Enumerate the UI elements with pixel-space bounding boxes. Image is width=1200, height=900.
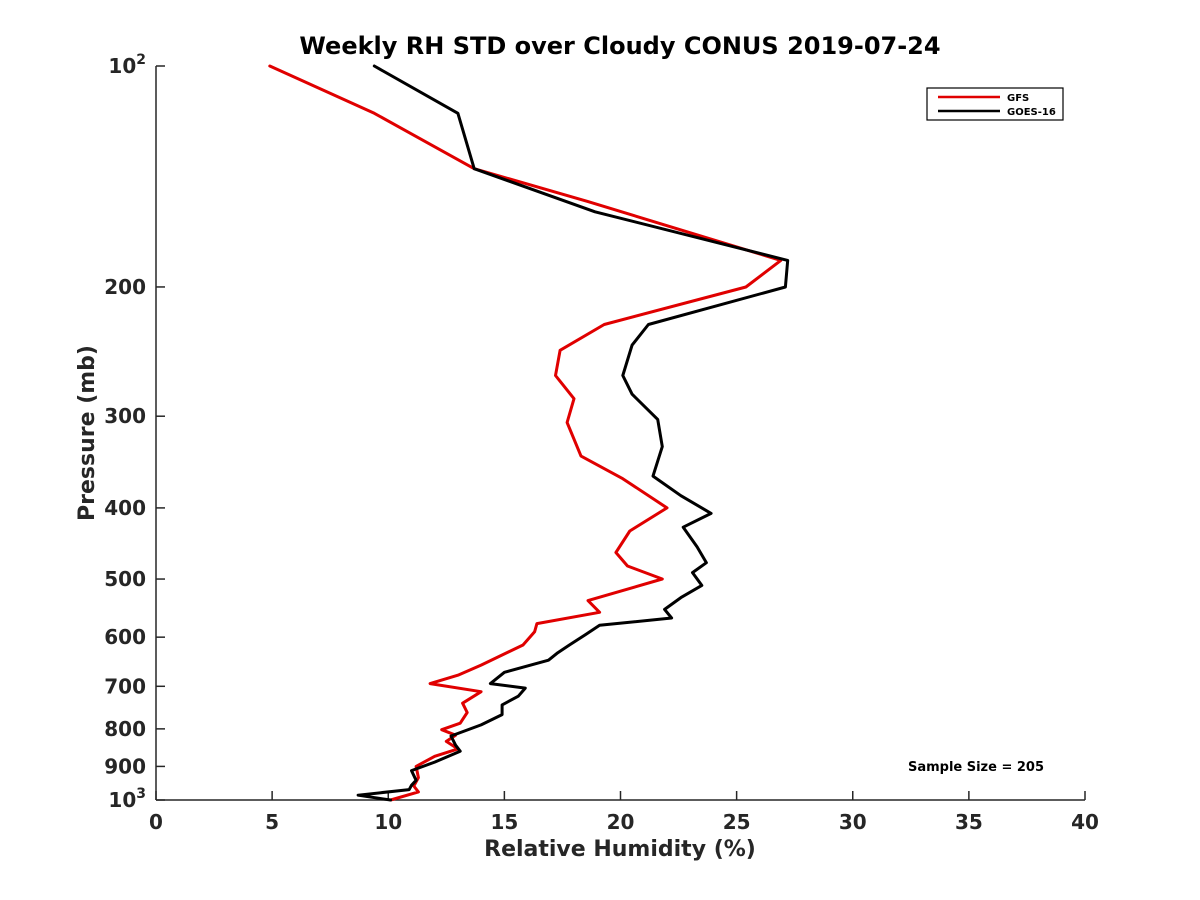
y-tick-label: 600 xyxy=(104,625,146,649)
plot-axes xyxy=(155,66,1085,801)
x-axis-label: Relative Humidity (%) xyxy=(484,837,756,862)
y-ticks: 102 200 300 400 500 600 700 800 900 103 xyxy=(104,52,165,812)
x-tick-label: 20 xyxy=(607,810,635,834)
x-tick-label: 10 xyxy=(374,810,402,834)
series-line-goes-16 xyxy=(356,64,790,802)
x-tick-label: 40 xyxy=(1071,810,1099,834)
legend: GFS GOES-16 xyxy=(926,87,1064,121)
series-layer xyxy=(268,64,790,802)
legend-label-goes-16: GOES-16 xyxy=(1007,107,1056,118)
y-tick-label: 900 xyxy=(104,754,146,778)
y-tick-label: 700 xyxy=(104,674,146,698)
x-tick-label: 25 xyxy=(723,810,751,834)
x-tick-label: 15 xyxy=(490,810,518,834)
sample-size-annotation: Sample Size = 205 xyxy=(908,760,1044,775)
x-tick-label: 35 xyxy=(955,810,983,834)
series-line-gfs xyxy=(268,64,783,802)
y-tick-label: 200 xyxy=(104,275,146,299)
legend-box xyxy=(926,87,1064,121)
y-tick-label: 103 xyxy=(108,786,146,812)
x-ticks: 0 5 10 15 20 25 30 35 40 xyxy=(149,791,1099,834)
y-tick-label: 400 xyxy=(104,496,146,520)
x-tick-label: 30 xyxy=(839,810,867,834)
x-tick-label: 5 xyxy=(265,810,279,834)
y-tick-label: 300 xyxy=(104,404,146,428)
y-tick-label: 800 xyxy=(104,717,146,741)
x-tick-label: 0 xyxy=(149,810,163,834)
y-tick-label: 102 xyxy=(108,52,146,78)
chart-title: Weekly RH STD over Cloudy CONUS 2019-07-… xyxy=(299,32,940,60)
y-tick-label: 500 xyxy=(104,567,146,591)
y-axis-label: Pressure (mb) xyxy=(75,345,100,521)
legend-label-gfs: GFS xyxy=(1007,93,1029,104)
